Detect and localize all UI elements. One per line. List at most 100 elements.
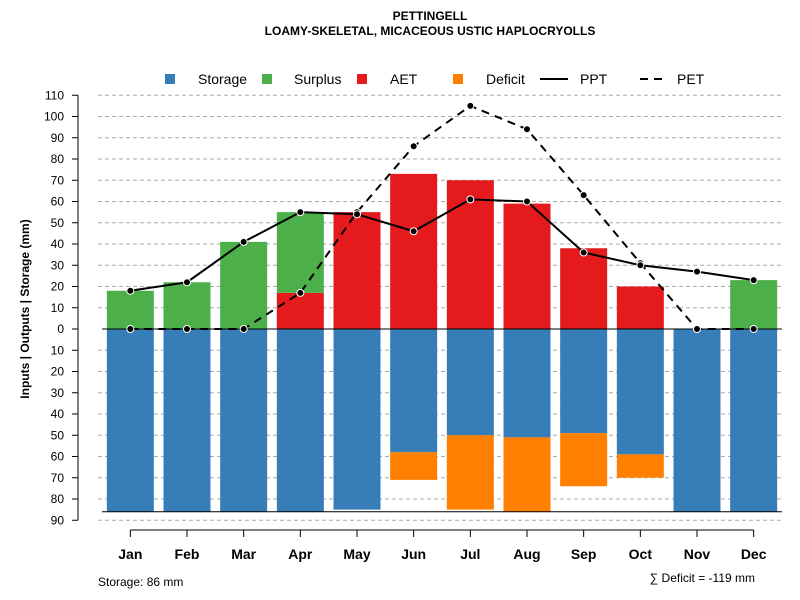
pet-point xyxy=(296,288,305,297)
pet-point xyxy=(183,325,191,333)
chart-title: PETTINGELL xyxy=(393,9,468,23)
gridlines xyxy=(98,94,782,521)
aet-bar xyxy=(503,203,551,329)
y-tick-label: 20 xyxy=(51,365,65,379)
y-tick-label: 80 xyxy=(51,152,65,166)
y-tick-label: 80 xyxy=(51,492,65,506)
legend-swatch-aet xyxy=(357,74,367,84)
y-tick-label: 40 xyxy=(51,237,65,251)
pet-point xyxy=(693,325,701,333)
storage-bar xyxy=(163,329,211,512)
ppt-point xyxy=(579,248,588,257)
deficit-bar xyxy=(616,454,664,478)
legend-label-aet: AET xyxy=(390,71,418,87)
y-tick-label: 70 xyxy=(51,471,65,485)
deficit-bar xyxy=(560,433,608,487)
legend: Storage Surplus AET Deficit PPT PET xyxy=(165,71,705,87)
aet-bar xyxy=(390,173,438,329)
x-tick-label: Mar xyxy=(231,546,256,562)
aet-bar xyxy=(560,248,608,329)
deficit-bar xyxy=(503,437,551,512)
storage-bar xyxy=(106,329,154,512)
surplus-bar xyxy=(276,212,324,293)
deficit-bar xyxy=(446,435,494,510)
legend-swatch-deficit xyxy=(453,74,463,84)
y-tick-label: 60 xyxy=(51,195,65,209)
y-tick-label: 60 xyxy=(51,450,65,464)
y-axis-label: Inputs | Outputs | Storage (mm) xyxy=(18,219,32,398)
y-tick-label: 30 xyxy=(51,258,65,272)
pet-point xyxy=(579,191,588,200)
axes: 1101009080706050403020100102030405060708… xyxy=(44,88,767,562)
y-tick-label: 70 xyxy=(51,173,65,187)
ppt-point xyxy=(466,195,475,204)
surplus-bar xyxy=(163,282,211,329)
ppt-line xyxy=(130,198,754,292)
pet-point xyxy=(466,101,475,110)
x-tick-label: Aug xyxy=(513,546,540,562)
ppt-point xyxy=(126,286,135,295)
surplus-bar xyxy=(220,241,268,329)
surplus-bar xyxy=(106,290,154,329)
x-tick-label: Jan xyxy=(118,546,142,562)
storage-bar xyxy=(616,329,664,455)
y-tick-label: 10 xyxy=(51,301,65,315)
storage-bar xyxy=(446,329,494,436)
deficit-note: ∑ Deficit = -119 mm xyxy=(650,571,755,585)
y-tick-label: 90 xyxy=(51,131,65,145)
storage-bar xyxy=(673,329,721,512)
y-tick-label: 110 xyxy=(45,88,64,102)
aet-bar xyxy=(616,286,664,329)
x-tick-label: Apr xyxy=(288,546,313,562)
legend-swatch-surplus xyxy=(262,74,272,84)
chart-subtitle: LOAMY-SKELETAL, MICACEOUS USTIC HAPLOCRY… xyxy=(265,24,596,38)
ppt-point xyxy=(239,237,248,246)
aet-bar xyxy=(333,212,381,329)
legend-label-deficit: Deficit xyxy=(486,71,525,87)
x-tick-label: May xyxy=(343,546,370,562)
ppt-point xyxy=(409,227,418,236)
y-tick-label: 30 xyxy=(51,386,65,400)
ppt-point xyxy=(636,261,645,270)
y-tick-label: 0 xyxy=(57,322,64,336)
surplus-bar xyxy=(730,280,778,329)
x-tick-label: Dec xyxy=(741,546,767,562)
storage-bar xyxy=(503,329,551,438)
storage-bar xyxy=(220,329,268,512)
ppt-point xyxy=(749,276,758,285)
storage-bar xyxy=(730,329,778,512)
y-tick-label: 40 xyxy=(51,407,65,421)
x-tick-label: Sep xyxy=(571,546,597,562)
ppt-point xyxy=(296,208,305,217)
pet-line xyxy=(130,104,754,330)
pet-point xyxy=(409,142,418,151)
legend-label-storage: Storage xyxy=(198,71,247,87)
x-tick-label: Feb xyxy=(175,546,200,562)
bars xyxy=(102,173,782,513)
y-tick-label: 20 xyxy=(51,280,65,294)
x-tick-label: Nov xyxy=(684,546,711,562)
pet-point xyxy=(523,125,531,134)
ppt-point xyxy=(693,267,701,276)
y-tick-label: 50 xyxy=(51,216,65,230)
legend-label-ppt: PPT xyxy=(580,71,608,87)
legend-label-surplus: Surplus xyxy=(294,71,341,87)
x-tick-label: Jun xyxy=(401,546,426,562)
pet-point xyxy=(749,325,758,333)
y-tick-label: 90 xyxy=(51,513,65,527)
ppt-point xyxy=(183,278,191,287)
legend-label-pet: PET xyxy=(677,71,705,87)
storage-bar xyxy=(560,329,608,434)
y-tick-label: 100 xyxy=(44,110,64,124)
storage-bar xyxy=(276,329,324,512)
legend-swatch-storage xyxy=(165,74,175,84)
aet-bar xyxy=(446,180,494,329)
pet-point xyxy=(126,325,135,333)
x-tick-label: Oct xyxy=(629,546,653,562)
storage-bar xyxy=(333,329,381,510)
storage-bar xyxy=(390,329,438,453)
deficit-bar xyxy=(390,452,438,480)
lines xyxy=(126,101,758,333)
pet-point xyxy=(239,325,248,333)
